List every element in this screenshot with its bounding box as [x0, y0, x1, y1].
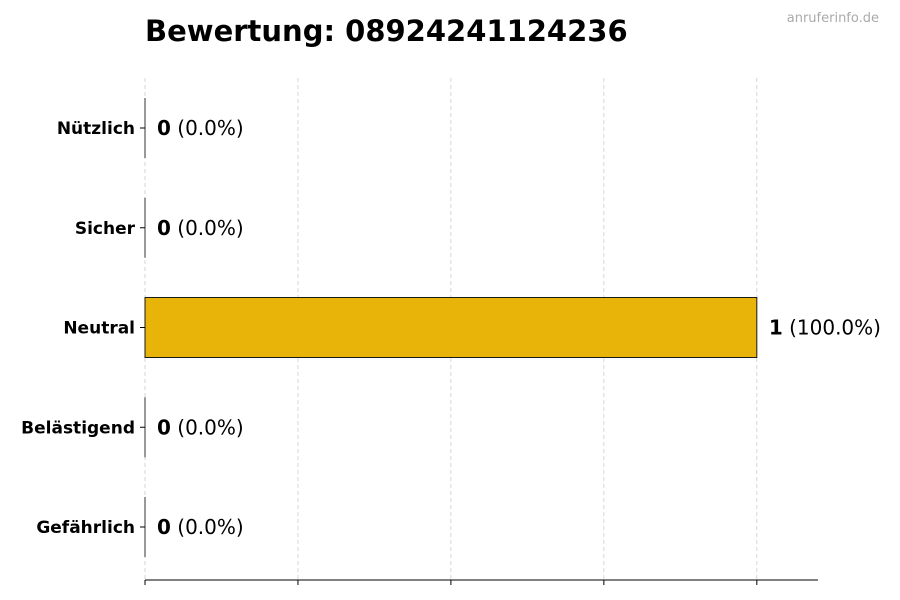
bar [144, 297, 758, 358]
data-label: 0 (0.0%) [157, 415, 244, 439]
data-label: 0 (0.0%) [157, 116, 244, 140]
y-tick-label: Neutral [63, 319, 135, 339]
percent-label: (0.0%) [171, 415, 244, 439]
y-tick-label: Sicher [75, 219, 136, 239]
data-label: 0 (0.0%) [157, 515, 244, 539]
chart-title: Bewertung: 08924241124236 [145, 14, 628, 48]
watermark: anruferinfo.de [787, 11, 879, 26]
y-tick-label: Gefährlich [36, 518, 135, 538]
data-label: 0 (0.0%) [157, 216, 244, 240]
y-tick-label: Belästigend [21, 418, 135, 438]
value-label: 0 [157, 415, 171, 439]
value-label: 0 [157, 515, 171, 539]
percent-label: (0.0%) [171, 515, 244, 539]
percent-label: (0.0%) [171, 116, 244, 140]
value-label: 0 [157, 116, 171, 140]
value-label: 0 [157, 216, 171, 240]
y-tick-label: Nützlich [57, 119, 135, 139]
percent-label: (100.0%) [783, 316, 881, 340]
data-label: 1 (100.0%) [769, 316, 881, 340]
value-label: 1 [769, 316, 783, 340]
percent-label: (0.0%) [171, 216, 244, 240]
